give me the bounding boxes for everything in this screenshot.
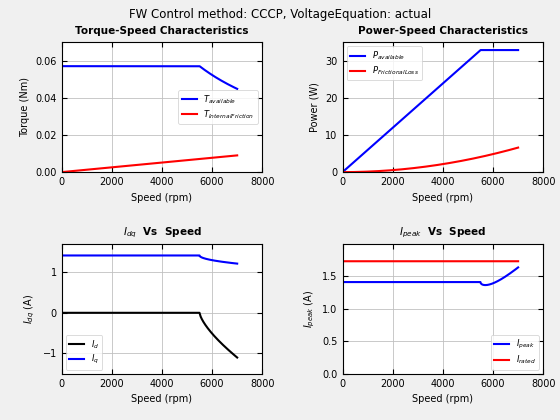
Title: Power-Speed Characteristics: Power-Speed Characteristics: [358, 26, 528, 36]
Y-axis label: $I_{dq}$ (A): $I_{dq}$ (A): [22, 294, 37, 324]
X-axis label: Speed (rpm): Speed (rpm): [132, 192, 193, 202]
X-axis label: Speed (rpm): Speed (rpm): [412, 192, 473, 202]
Y-axis label: $I_{peak}$ (A): $I_{peak}$ (A): [302, 289, 317, 328]
Y-axis label: Power (W): Power (W): [310, 82, 320, 132]
Title: $I_{peak}$  Vs  Speed: $I_{peak}$ Vs Speed: [399, 226, 487, 240]
Text: FW Control method: CCCP, VoltageEquation: actual: FW Control method: CCCP, VoltageEquation…: [129, 8, 431, 21]
Legend: $T_{available}$, $T_{InternalFriction}$: $T_{available}$, $T_{InternalFriction}$: [179, 90, 258, 124]
X-axis label: Speed (rpm): Speed (rpm): [412, 394, 473, 404]
Title: $I_{dq}$  Vs  Speed: $I_{dq}$ Vs Speed: [123, 226, 202, 240]
Y-axis label: Torque (Nm): Torque (Nm): [20, 77, 30, 137]
X-axis label: Speed (rpm): Speed (rpm): [132, 394, 193, 404]
Legend: $I_{peak}$, $I_{rated}$: $I_{peak}$, $I_{rated}$: [491, 335, 539, 370]
Legend: $I_d$, $I_q$: $I_d$, $I_q$: [66, 335, 102, 370]
Title: Torque-Speed Characteristics: Torque-Speed Characteristics: [75, 26, 249, 36]
Legend: $P_{available}$, $P_{FrictionalLoss}$: $P_{available}$, $P_{FrictionalLoss}$: [347, 46, 422, 80]
